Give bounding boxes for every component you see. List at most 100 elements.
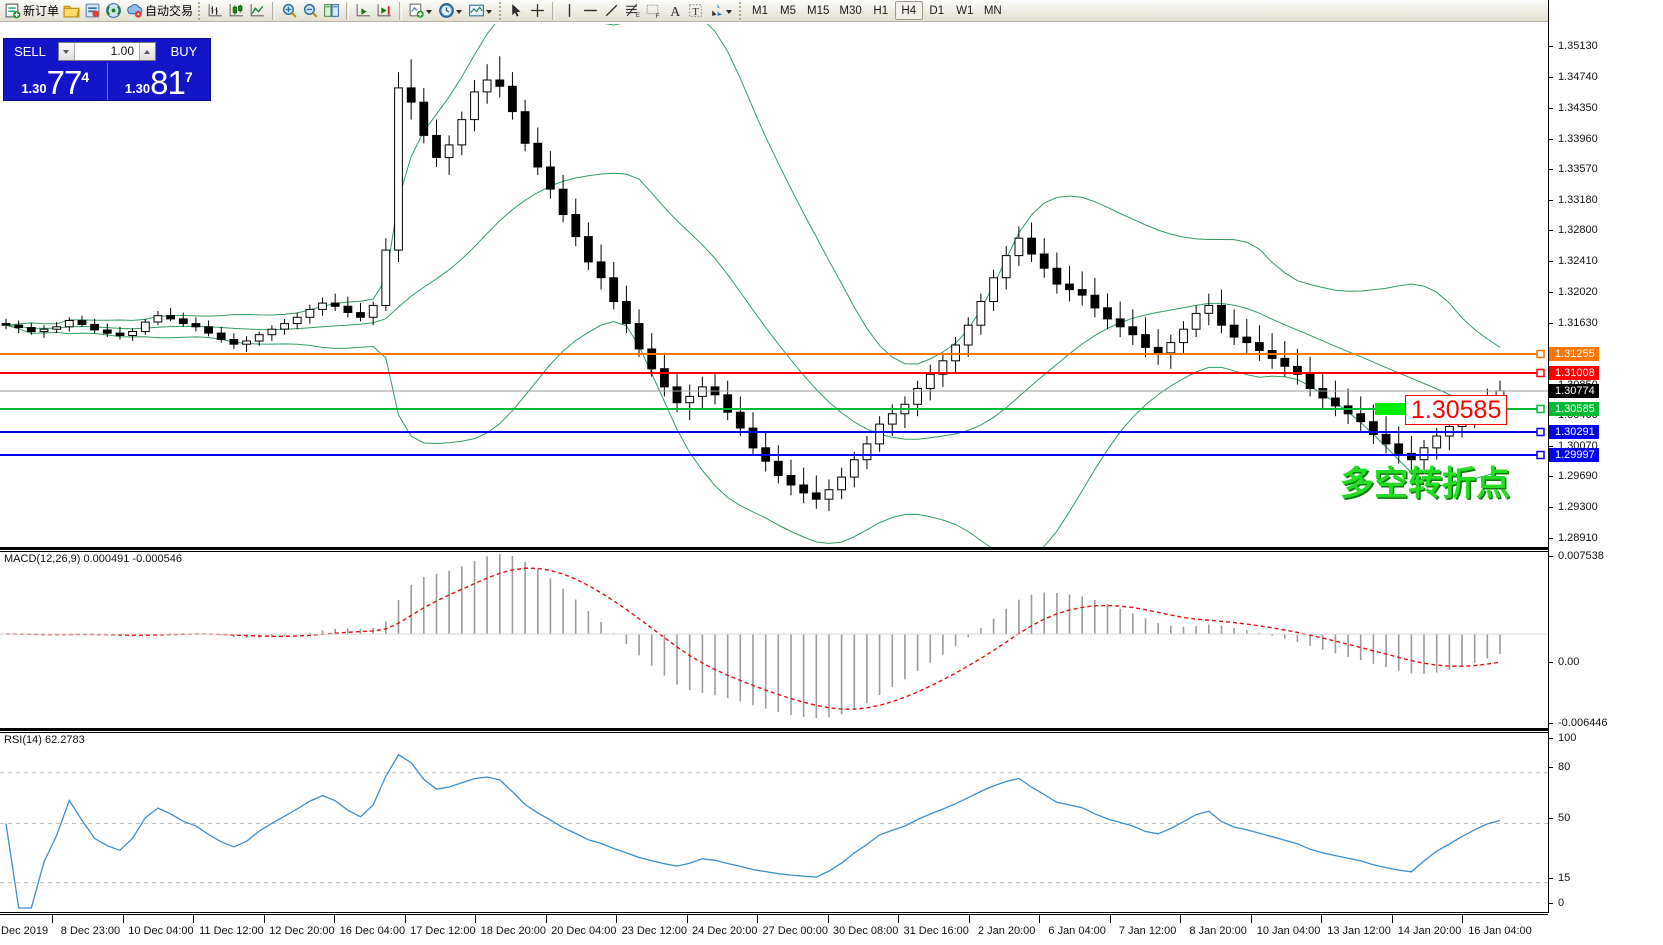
volume-decrease-icon[interactable] — [59, 42, 75, 60]
fibonacci-tool-button[interactable]: E — [622, 1, 643, 21]
folder-button[interactable] — [61, 1, 82, 21]
toolbar-grip-3[interactable] — [739, 1, 743, 20]
folder-icon — [63, 5, 80, 18]
time-divider — [545, 915, 547, 923]
timeframe-m1[interactable]: M1 — [752, 4, 769, 17]
level-price-badge: 1.30774 — [1549, 384, 1599, 398]
signals-button[interactable] — [103, 1, 124, 21]
profile-button[interactable] — [82, 1, 103, 21]
rsi-tick: 50 — [1549, 812, 1570, 824]
text-tool-button[interactable]: A — [664, 1, 685, 21]
rsi-canvas — [0, 753, 1548, 909]
time-tick-label: 24 Dec 20:00 — [692, 925, 758, 937]
level-price-badge: 1.31008 — [1549, 366, 1599, 380]
buy-button[interactable]: BUY — [170, 43, 198, 59]
period-button[interactable] — [436, 1, 466, 21]
zoom-out-icon — [303, 3, 318, 18]
crosshair-tool-button[interactable] — [527, 1, 548, 21]
volume-stepper[interactable]: 1.00 — [58, 41, 156, 61]
signals-icon — [106, 3, 121, 18]
time-tick-label: 14 Jan 20:00 — [1397, 925, 1462, 937]
price-chart-canvas — [0, 24, 1548, 547]
timeframe-h4[interactable]: H4 — [894, 1, 923, 20]
add-indicator-caret-icon[interactable] — [425, 3, 434, 19]
svg-text:T: T — [692, 7, 699, 18]
volume-increase-icon[interactable] — [139, 42, 155, 60]
rsi-tick: 80 — [1549, 761, 1570, 773]
toolbar-grip-2[interactable] — [499, 1, 503, 20]
bar-chart-button[interactable] — [205, 1, 226, 21]
tile-windows-icon — [324, 4, 339, 17]
macd-label: MACD(12,26,9) 0.000491 -0.000546 — [4, 553, 182, 565]
timeframe-h1[interactable]: H1 — [873, 4, 889, 17]
timeframe-w1[interactable]: W1 — [956, 4, 974, 17]
toolbar-separator-4 — [552, 1, 556, 20]
shift-end-button[interactable] — [353, 1, 374, 21]
trendline-tool-button[interactable] — [601, 1, 622, 21]
auto-scroll-icon — [377, 4, 391, 17]
toolbar-grip[interactable] — [198, 1, 202, 20]
text-icon: A — [670, 4, 680, 19]
vertical-line-tool-button[interactable] — [559, 1, 580, 21]
timeframe-m5[interactable]: M5 — [780, 4, 797, 17]
price-chart-pane[interactable] — [0, 24, 1548, 548]
period-caret-icon[interactable] — [455, 3, 464, 19]
zoom-in-icon — [282, 3, 297, 18]
channel-icon: F — [646, 4, 660, 19]
time-tick-label: 6 Jan 04:00 — [1048, 925, 1106, 937]
price-scale[interactable]: 1.35130 1.34740 1.34350 1.33960 1.33570 1.331… — [1548, 0, 1663, 913]
candlestick-chart-icon — [229, 4, 243, 17]
one-click-trading-panel[interactable]: SELL 1.00 BUY 1.30 77 4 1.30 81 7 — [3, 38, 211, 101]
new-order-button[interactable]: 新订单 — [2, 1, 61, 21]
pane-divider-2 — [0, 729, 1548, 731]
rsi-pane[interactable] — [0, 732, 1548, 913]
time-divider — [52, 915, 54, 923]
time-tick-label: 8 Dec 23:00 — [60, 925, 121, 937]
macd-pane[interactable] — [0, 551, 1548, 729]
template-caret-icon[interactable] — [485, 3, 494, 19]
timeframe-d1[interactable]: D1 — [929, 4, 945, 17]
sell-button[interactable]: SELL — [14, 43, 46, 59]
sell-price[interactable]: 1.30 77 4 — [4, 63, 107, 100]
shapes-tool-button[interactable] — [706, 1, 736, 21]
line-chart-button[interactable] — [247, 1, 268, 21]
time-divider — [1321, 915, 1323, 923]
timeframe-m30[interactable]: M30 — [839, 4, 862, 17]
time-divider — [827, 915, 829, 923]
template-button[interactable] — [466, 1, 496, 21]
timeframe-m15[interactable]: M15 — [807, 4, 830, 17]
price-tick: 1.34350 — [1549, 102, 1598, 114]
shapes-caret-icon[interactable] — [725, 3, 734, 19]
auto-scroll-button[interactable] — [374, 1, 395, 21]
time-tick-label: 10 Jan 04:00 — [1256, 925, 1321, 937]
tile-windows-button[interactable] — [321, 1, 342, 21]
buy-price-sup: 7 — [184, 69, 193, 85]
market-button[interactable]: 自动交易 — [124, 1, 195, 21]
time-tick-label: 18 Dec 20:00 — [480, 925, 547, 937]
candlestick-chart-button[interactable] — [226, 1, 247, 21]
time-axis[interactable]: 5 Dec 2019 8 Dec 23:00 10 Dec 04:00 11 Dec … — [0, 914, 1548, 945]
time-tick-label: 5 Dec 2019 — [0, 925, 49, 937]
level-price-badge: 1.31255 — [1549, 347, 1599, 361]
vertical-line-icon — [568, 4, 571, 17]
time-tick-label: 13 Jan 12:00 — [1327, 925, 1391, 937]
price-tick: 1.33960 — [1549, 133, 1598, 145]
oct-header-row: SELL 1.00 BUY — [4, 39, 210, 63]
pointer-tool-button[interactable] — [506, 1, 527, 21]
text-label-tool-button[interactable]: T — [685, 1, 706, 21]
horizontal-line-tool-button[interactable] — [580, 1, 601, 21]
add-indicator-button[interactable] — [406, 1, 436, 21]
time-tick-label: 16 Dec 04:00 — [339, 925, 406, 937]
zoom-in-button[interactable] — [279, 1, 300, 21]
bar-chart-icon — [208, 4, 222, 17]
clock-icon — [439, 3, 454, 18]
channel-tool-button[interactable]: F — [643, 1, 664, 21]
crosshair-icon — [531, 4, 544, 17]
volume-value[interactable]: 1.00 — [110, 44, 134, 58]
svg-text:F: F — [656, 13, 660, 19]
price-tick: 1.35130 — [1549, 40, 1598, 52]
autotrading-label: 自动交易 — [145, 4, 194, 18]
timeframe-mn[interactable]: MN — [983, 4, 1002, 17]
buy-price[interactable]: 1.30 81 7 — [106, 63, 211, 100]
zoom-out-button[interactable] — [300, 1, 321, 21]
